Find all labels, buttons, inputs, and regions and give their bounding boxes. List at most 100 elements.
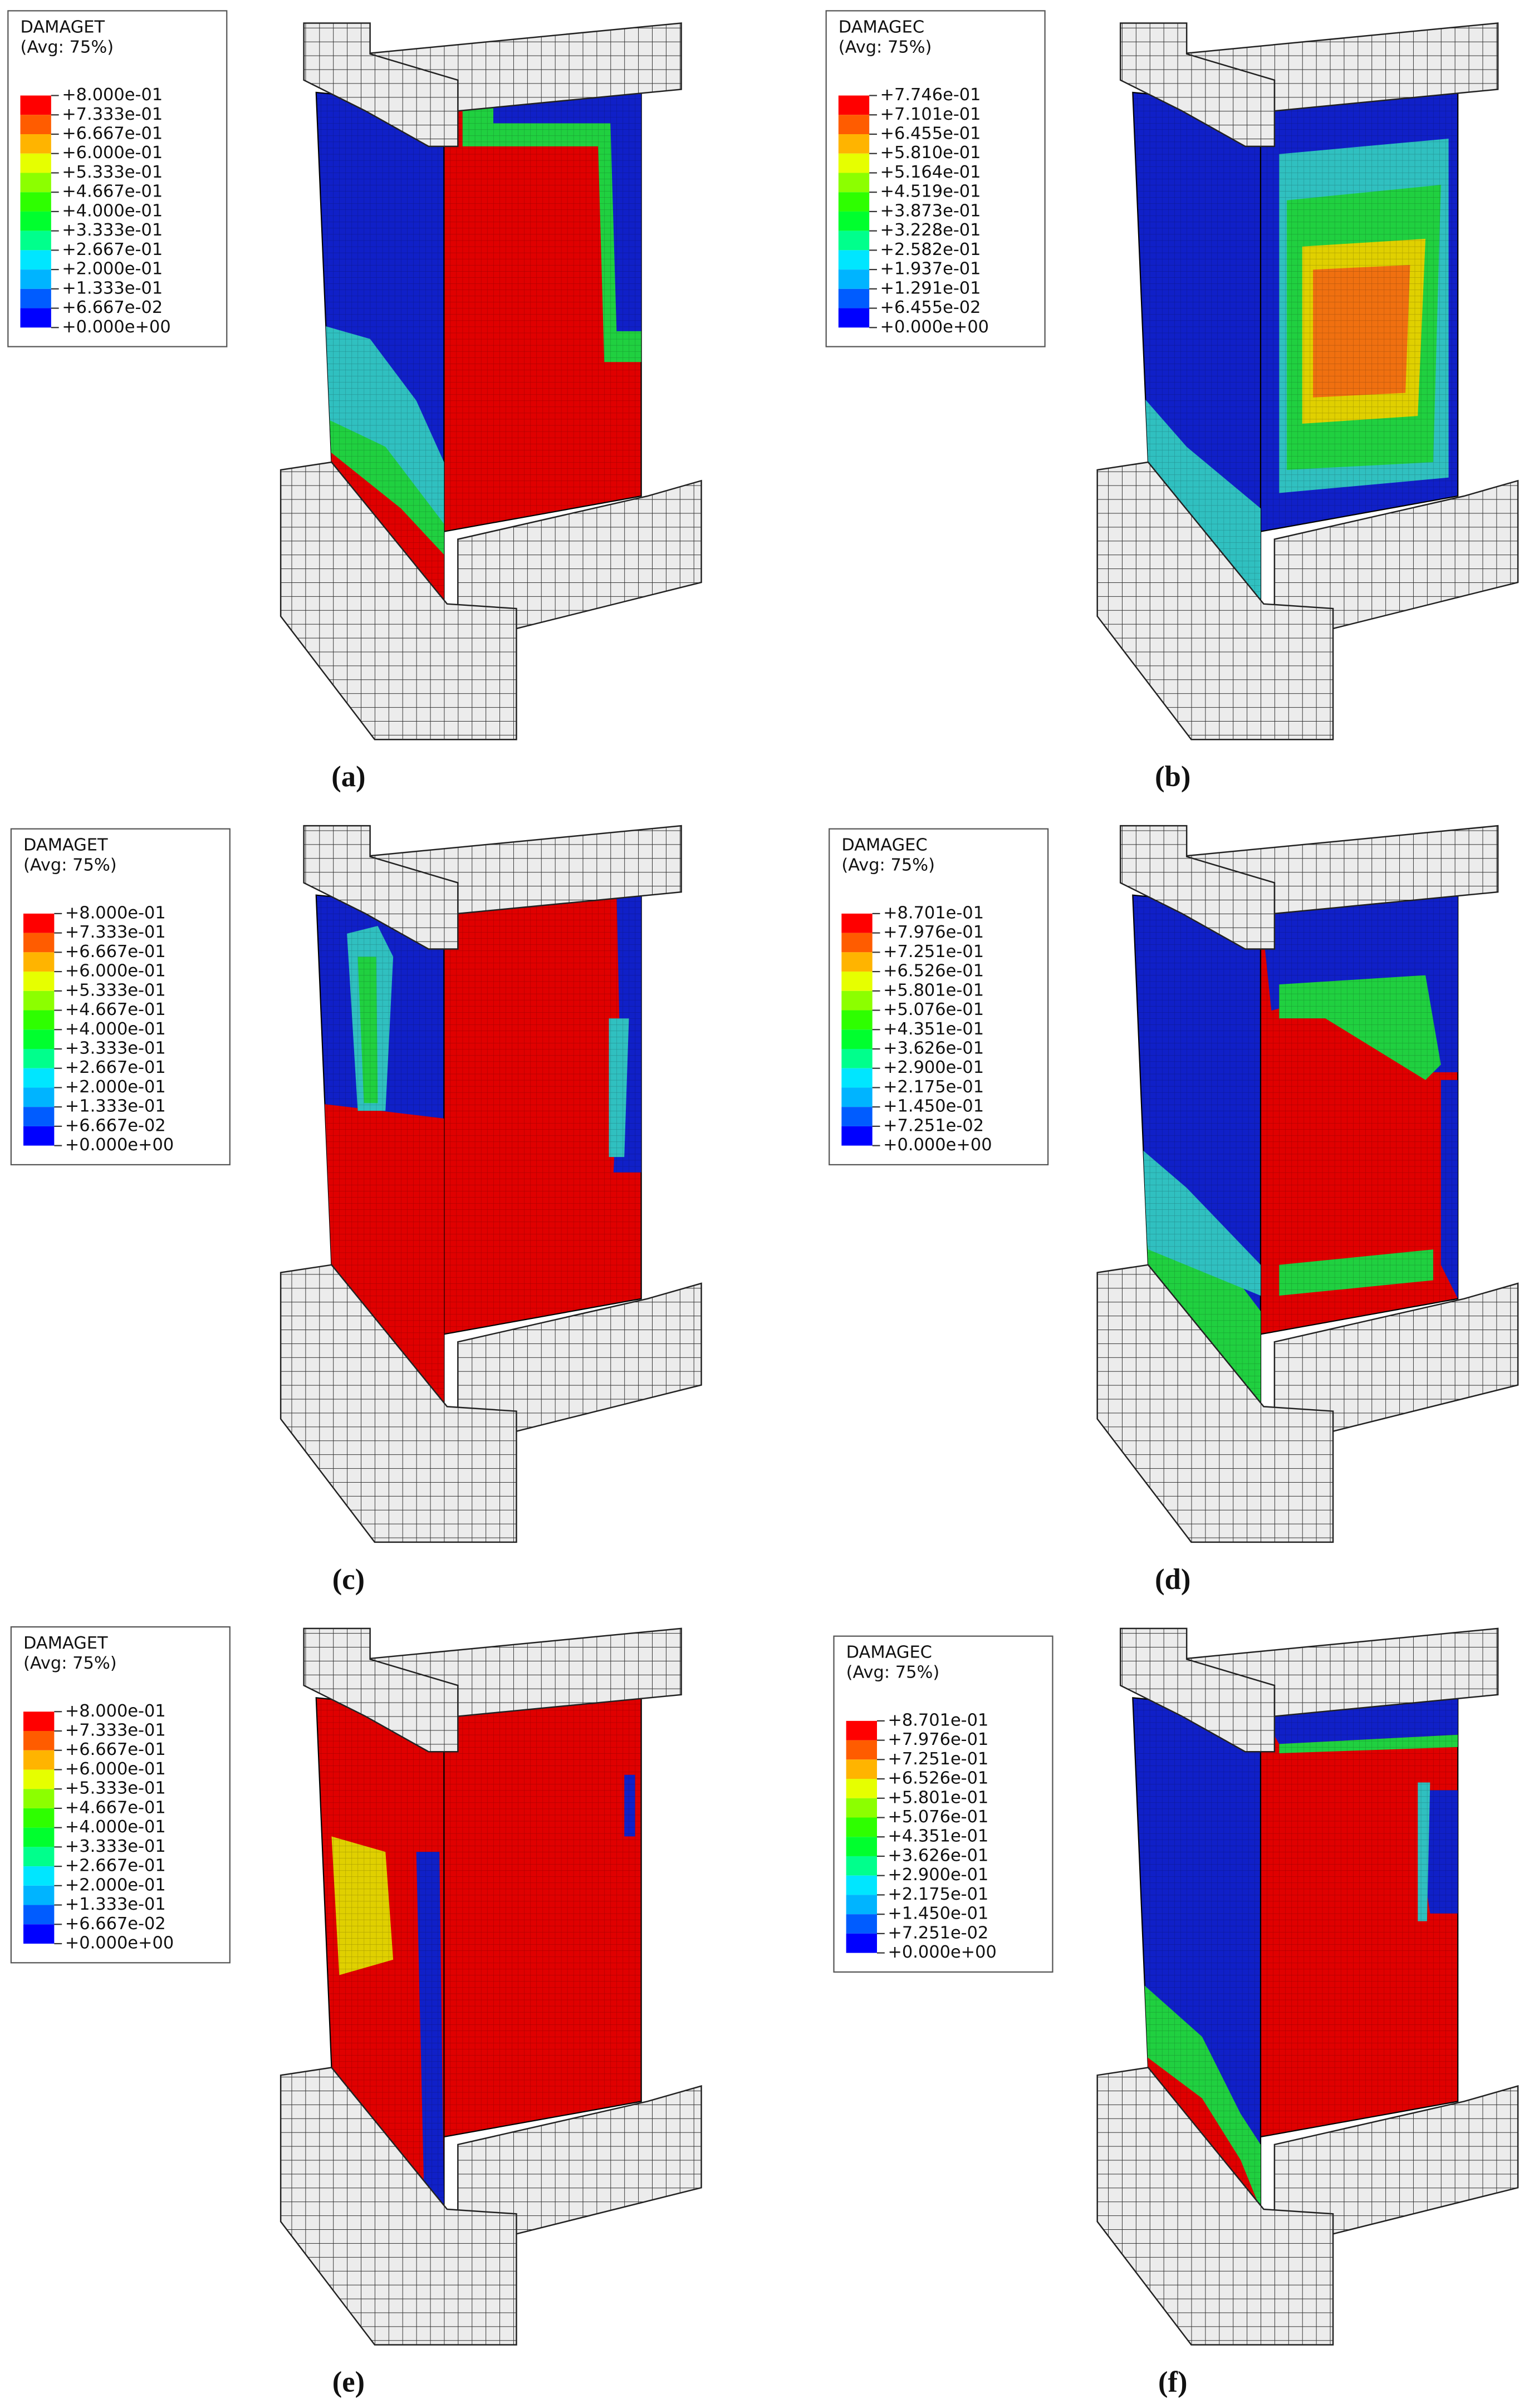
legend-average: (Avg: 75%) [839, 37, 932, 57]
steel-mesh [1096, 461, 1334, 740]
legend-swatch [838, 134, 870, 154]
legend-swatch [20, 250, 51, 270]
legend-swatch [838, 173, 870, 193]
legend-label: +4.000e-01 [62, 201, 163, 220]
legend-label: +6.000e-01 [65, 1759, 166, 1779]
legend-swatch [23, 972, 55, 991]
legend-swatch [846, 1856, 877, 1876]
legend-swatch [23, 1126, 55, 1146]
legend-swatch [841, 990, 873, 1011]
legend-label: +5.333e-01 [62, 163, 163, 182]
legend-swatch [23, 1885, 55, 1905]
legend-label: +7.251e-02 [883, 1116, 984, 1135]
specimen [1096, 1627, 1519, 2346]
legend-swatch [846, 1759, 877, 1779]
legend-label: +2.000e-01 [62, 259, 163, 279]
legend-label: +6.667e-01 [65, 942, 166, 962]
steel-mesh [1096, 2067, 1334, 2346]
legend-label: +6.455e-01 [880, 124, 981, 144]
legend-label: +7.976e-01 [888, 1730, 988, 1749]
legend-swatch [20, 173, 51, 193]
legend-label: +5.333e-01 [65, 980, 166, 1000]
legend-swatch [838, 308, 870, 328]
legend-label: +4.351e-01 [888, 1827, 988, 1846]
legend-label: +3.333e-01 [62, 220, 163, 240]
steel-mesh [303, 22, 459, 148]
specimen [1096, 825, 1519, 1543]
steel-mesh [280, 2067, 517, 2346]
legend: DAMAGEC(Avg: 75%)+8.701e-01+7.976e-01+7.… [833, 1635, 1053, 1973]
legend-swatch [846, 1740, 877, 1760]
caption: (d) [1155, 1563, 1190, 1596]
legend-swatch [838, 115, 870, 135]
legend-swatch [23, 1010, 55, 1030]
legend-swatch [23, 1769, 55, 1789]
legend-label: +7.333e-01 [65, 1720, 166, 1740]
legend-label: +0.000e+00 [62, 317, 170, 337]
specimen [1096, 22, 1519, 740]
legend-label: +3.228e-01 [880, 220, 981, 240]
legend-label: +4.000e-01 [65, 1019, 166, 1039]
legend-label: +7.333e-01 [62, 105, 163, 124]
legend-label: +0.000e+00 [65, 1933, 174, 1953]
legend-average: (Avg: 75%) [23, 856, 117, 875]
legend-label: +1.333e-01 [65, 1097, 166, 1116]
legend-label: +6.455e-02 [880, 298, 981, 317]
legend-swatch [23, 1847, 55, 1867]
legend-label: +7.333e-01 [65, 923, 166, 942]
legend-swatch [23, 1107, 55, 1126]
legend-label: +6.000e-01 [62, 143, 163, 163]
legend-label: +2.175e-01 [888, 1885, 988, 1904]
legend-swatch [846, 1914, 877, 1934]
legend-swatch [841, 933, 873, 953]
legend-swatch [846, 1779, 877, 1798]
legend-swatch [20, 288, 51, 308]
legend-label: +1.333e-01 [62, 278, 163, 298]
legend-label: +6.667e-02 [62, 298, 163, 317]
legend-swatch [23, 1711, 55, 1731]
legend-swatch [20, 153, 51, 173]
legend-swatch [23, 990, 55, 1011]
legend-label: +5.164e-01 [880, 163, 981, 182]
legend-label: +2.667e-01 [62, 240, 163, 259]
legend-label: +1.450e-01 [883, 1097, 984, 1116]
legend-swatch [23, 1866, 55, 1886]
legend-swatch [20, 211, 51, 231]
legend-swatch [846, 1895, 877, 1915]
legend-label: +8.701e-01 [888, 1710, 988, 1730]
legend-label: +7.976e-01 [883, 923, 984, 942]
legend-label: +3.873e-01 [880, 201, 981, 220]
legend-label: +4.667e-01 [65, 1000, 166, 1019]
legend-swatch [20, 115, 51, 135]
legend-swatch [838, 95, 870, 115]
legend-label: +0.000e+00 [883, 1135, 992, 1155]
legend-label: +2.900e-01 [883, 1058, 984, 1077]
legend-label: +7.251e-01 [888, 1749, 988, 1769]
legend-swatch [846, 1817, 877, 1837]
legend-label: +3.626e-01 [883, 1038, 984, 1058]
legend-swatch [23, 1068, 55, 1088]
legend-title: DAMAGEC [846, 1643, 932, 1662]
legend-swatch [841, 1087, 873, 1107]
legend-swatch [20, 192, 51, 212]
legend-label: +3.333e-01 [65, 1038, 166, 1058]
legend-swatch [20, 134, 51, 154]
legend-label: +4.000e-01 [65, 1817, 166, 1837]
legend-label: +2.000e-01 [65, 1875, 166, 1895]
legend-label: +4.667e-01 [62, 182, 163, 202]
legend-label: +1.333e-01 [65, 1895, 166, 1914]
legend-label: +6.667e-01 [65, 1740, 166, 1759]
panel [1096, 825, 1519, 1543]
legend-swatch [23, 1789, 55, 1808]
legend-label: +2.900e-01 [888, 1865, 988, 1885]
caption: (e) [332, 2366, 365, 2399]
caption: (f) [1158, 2366, 1188, 2399]
steel-mesh [280, 461, 517, 740]
legend: DAMAGET(Avg: 75%)+8.000e-01+7.333e-01+6.… [10, 828, 231, 1166]
legend-swatch [20, 269, 51, 289]
legend-swatch [838, 230, 870, 251]
legend-label: +6.667e-02 [65, 1914, 166, 1934]
legend-swatch [838, 269, 870, 289]
legend-swatch [20, 95, 51, 115]
